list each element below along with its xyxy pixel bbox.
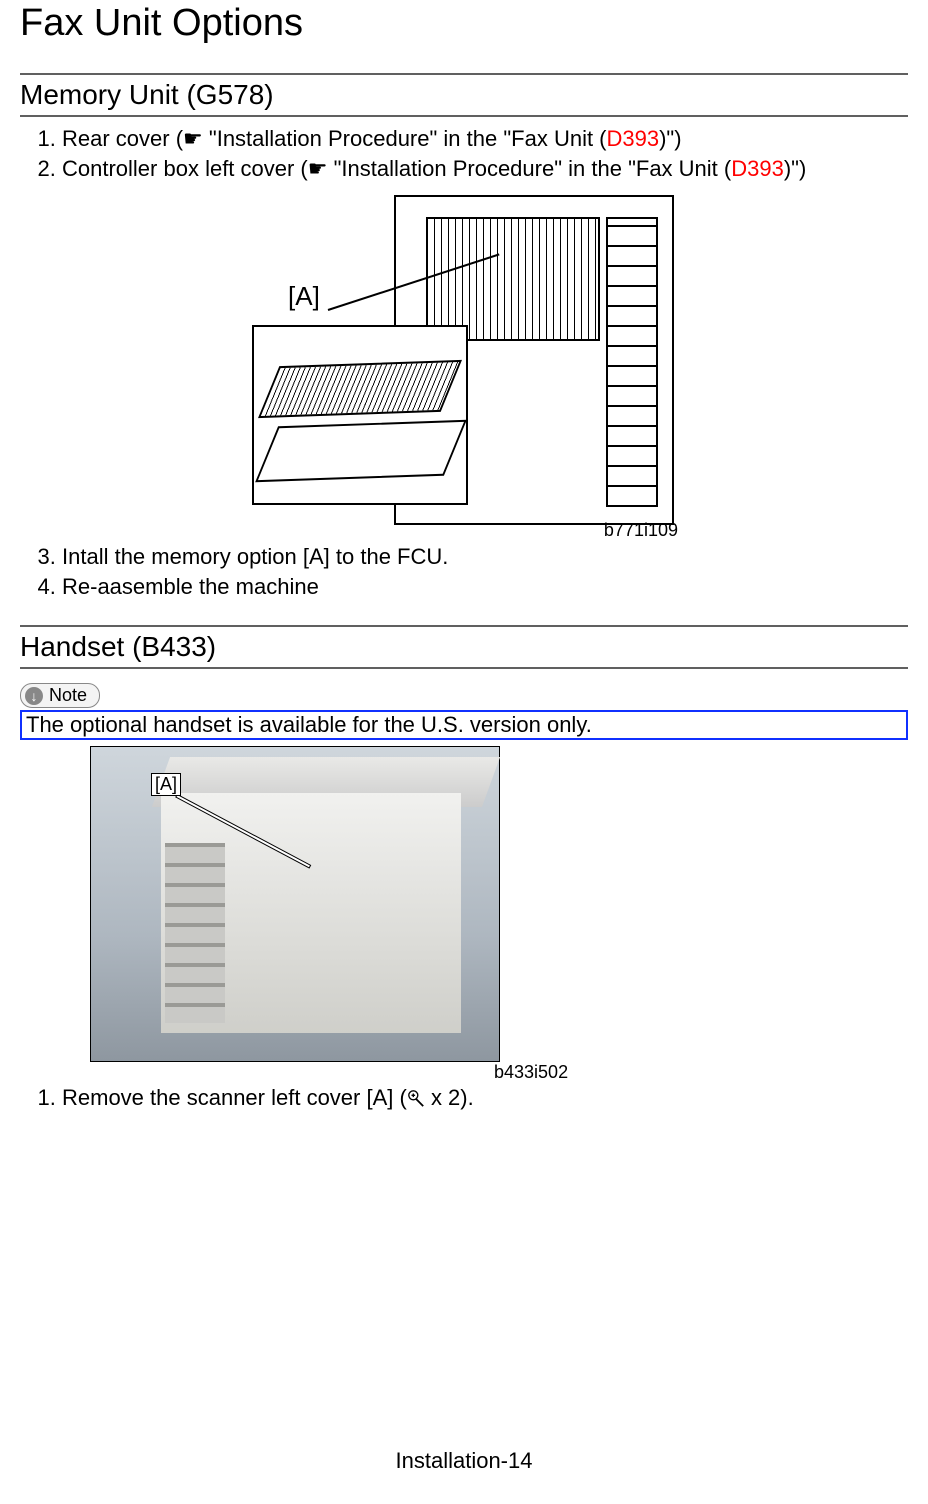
step-2-code: D393: [731, 156, 784, 181]
step-3: Intall the memory option [A] to the FCU.: [62, 543, 908, 572]
handset-step-1: Remove the scanner left cover [A] ( x 2)…: [62, 1084, 908, 1113]
figure-memory-unit-drawing: [A] b771i109: [244, 189, 684, 539]
callout-label-a: [A]: [288, 281, 320, 312]
step-2-post: )"): [784, 156, 806, 181]
note-badge-label: Note: [49, 685, 87, 706]
note-badge: ↓ Note: [20, 683, 100, 708]
memory-socket-shape: [255, 420, 467, 482]
step-2: Controller box left cover (☛ "Installati…: [62, 155, 908, 184]
memory-unit-steps-cont: Intall the memory option [A] to the FCU.…: [20, 543, 908, 601]
callout-detail-box: [252, 325, 468, 505]
pointer-icon: ☛: [308, 156, 328, 181]
page-title: Fax Unit Options: [20, 2, 908, 45]
figure-handset-wrap: [A] b433i502: [20, 746, 908, 1083]
handset-steps: Remove the scanner left cover [A] ( x 2)…: [20, 1084, 908, 1113]
figure-handset-photo: [A]: [90, 746, 500, 1062]
pointer-icon: ☛: [183, 126, 203, 151]
callout-label-a-2: [A]: [151, 773, 181, 796]
memory-unit-steps: Rear cover (☛ "Installation Procedure" i…: [20, 125, 908, 183]
step-1: Rear cover (☛ "Installation Procedure" i…: [62, 125, 908, 154]
slots-outline: [606, 217, 658, 507]
step-2-link: "Installation Procedure" in the "Fax Uni…: [328, 156, 732, 181]
page-footer: Installation-14: [0, 1448, 928, 1474]
figure-memory-unit: [A] b771i109: [20, 189, 908, 539]
note-text-box: The optional handset is available for th…: [20, 710, 908, 740]
note-icon: ↓: [25, 687, 43, 705]
step-2-pre: Controller box left cover (: [62, 156, 308, 181]
step-1-link: "Installation Procedure" in the "Fax Uni…: [203, 126, 607, 151]
step-1-post: )"): [659, 126, 681, 151]
section-memory-unit-title: Memory Unit (G578): [20, 73, 908, 117]
memory-module-shape: [258, 360, 462, 418]
step-4: Re-aasemble the machine: [62, 573, 908, 602]
handset-step-1-post: x 2).: [425, 1085, 474, 1110]
section-handset-title: Handset (B433): [20, 625, 908, 669]
step-1-pre: Rear cover (: [62, 126, 183, 151]
step-1-code: D393: [607, 126, 660, 151]
screw-icon: [407, 1089, 425, 1107]
figure-ref-2: b433i502: [90, 1062, 568, 1083]
figure-ref-1: b771i109: [604, 520, 678, 541]
machine-panel: [165, 843, 225, 1023]
handset-step-1-pre: Remove the scanner left cover [A] (: [62, 1085, 407, 1110]
